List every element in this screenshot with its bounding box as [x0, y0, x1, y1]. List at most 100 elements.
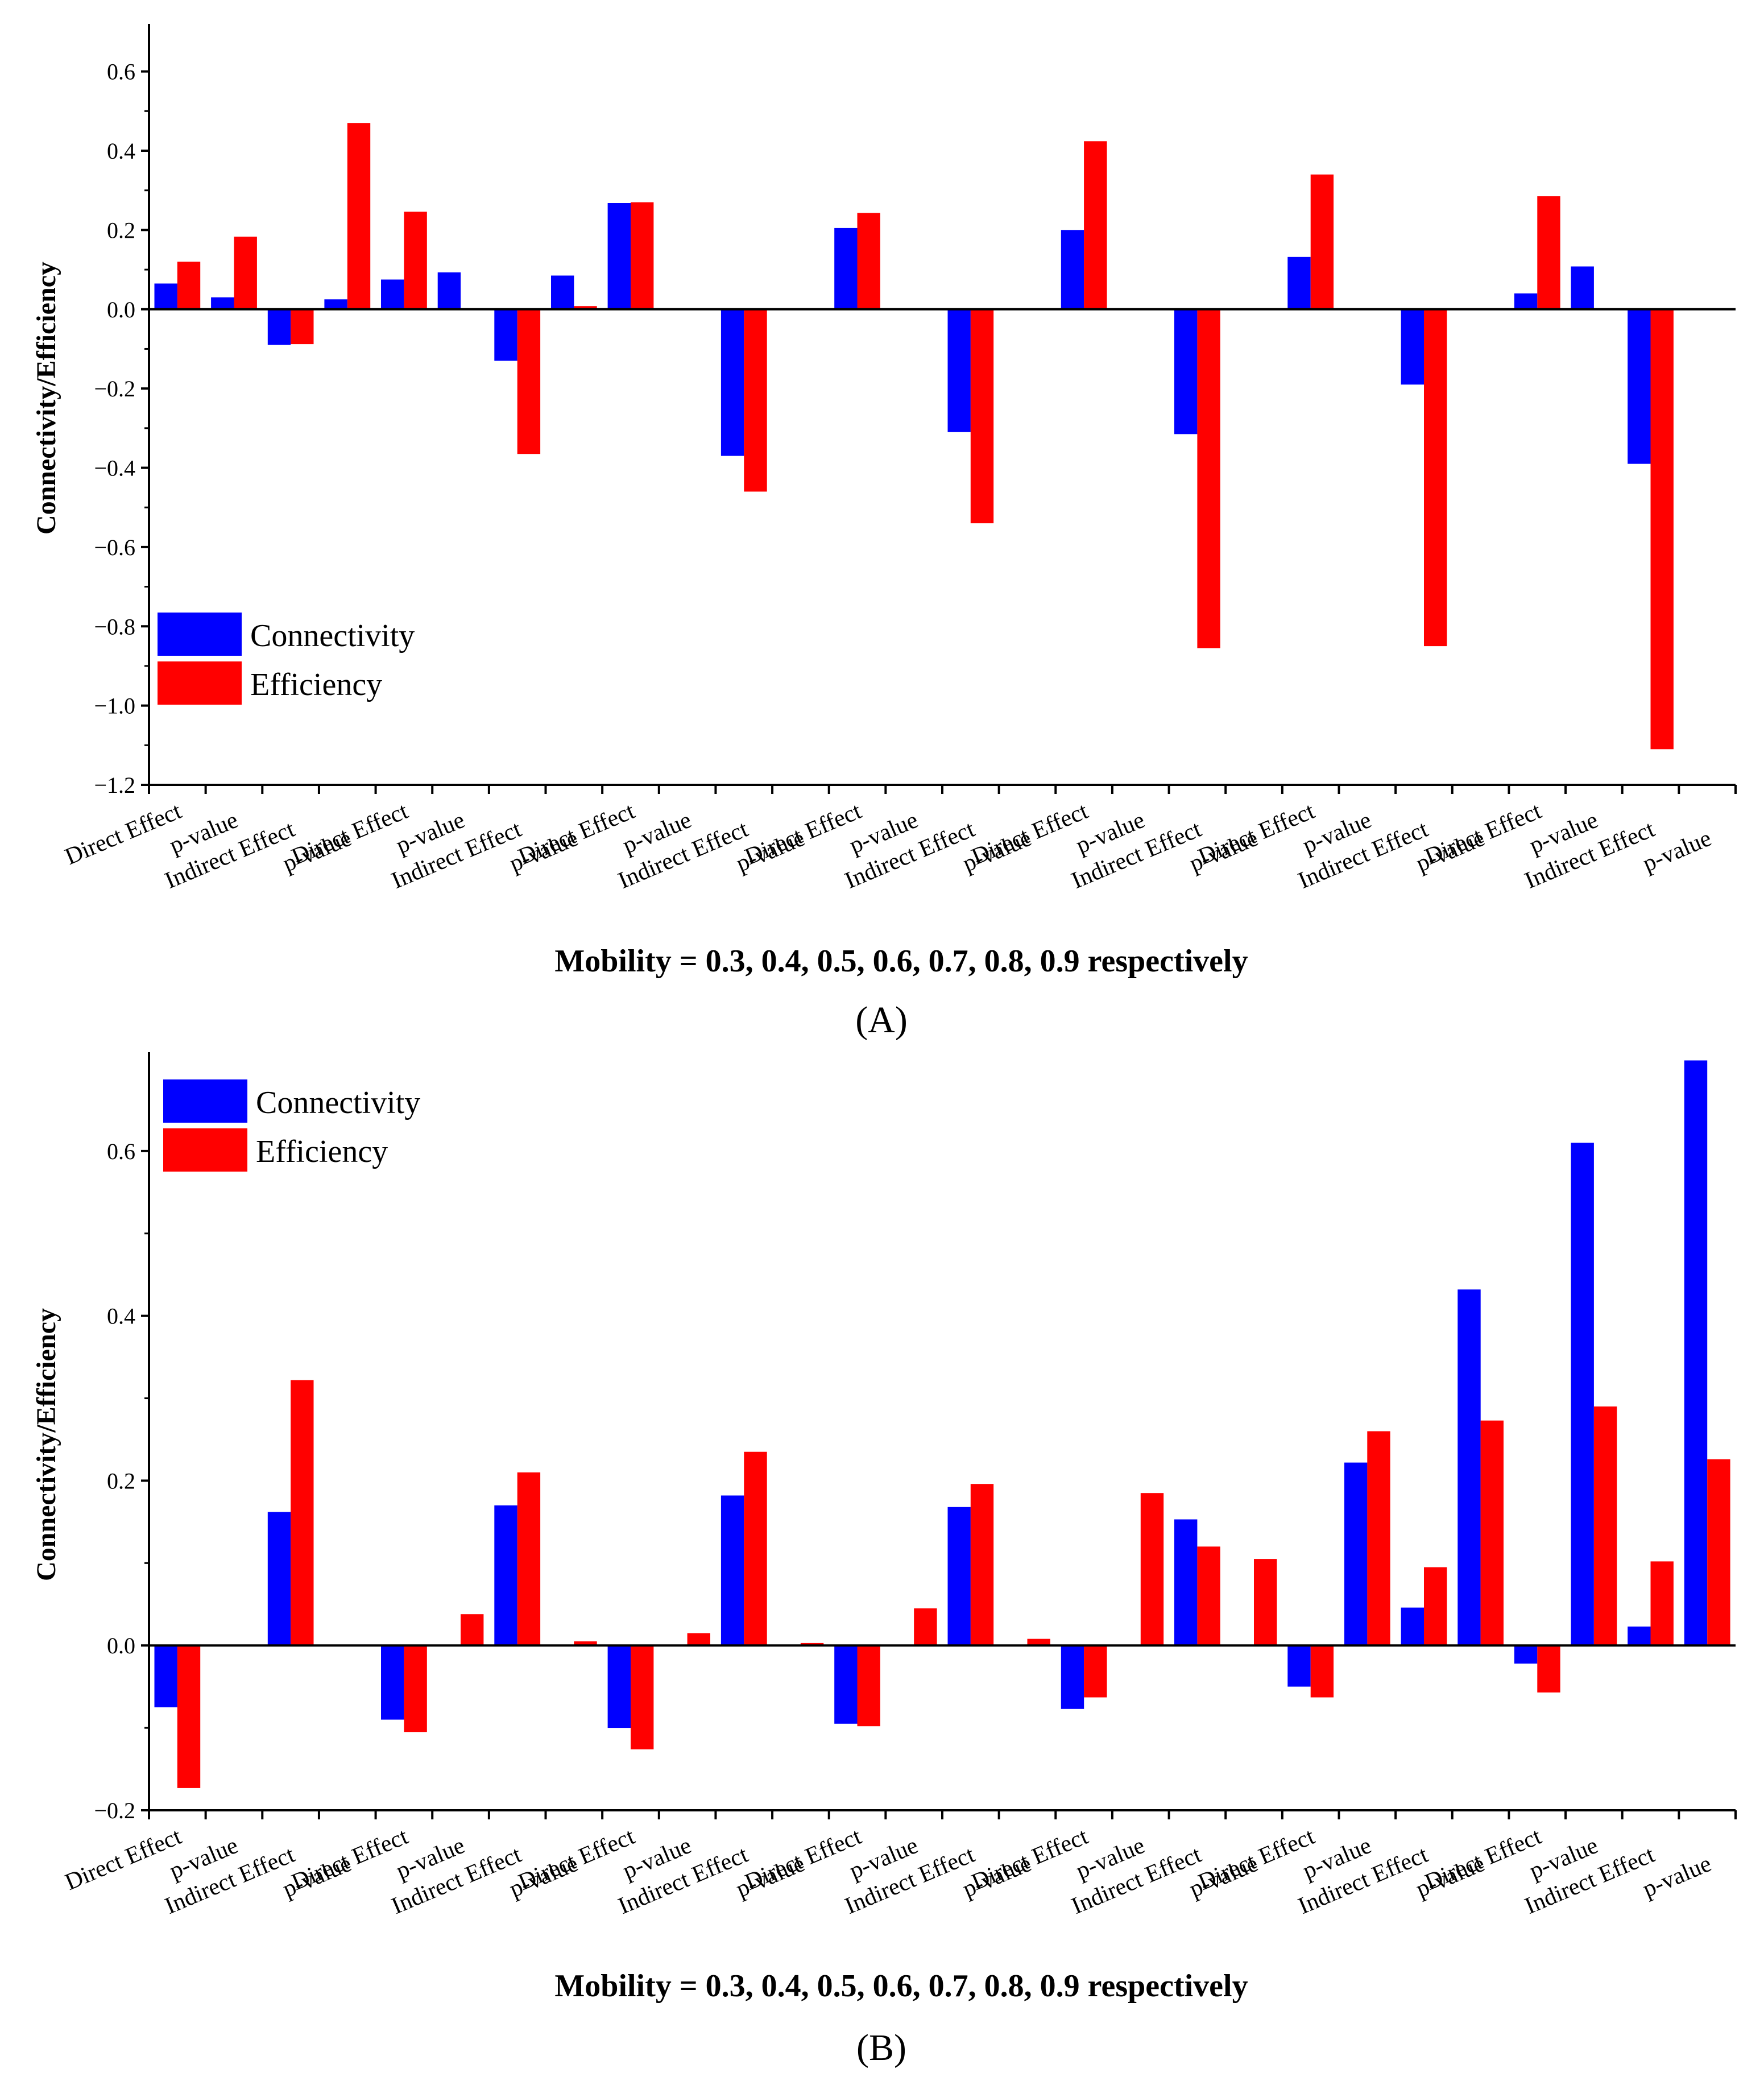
bar-efficiency-10	[744, 309, 767, 492]
y-tick-label: 0.0	[107, 297, 135, 322]
y-tick-label: 0.2	[107, 217, 135, 243]
legend-label-efficiency: Efficiency	[256, 1134, 388, 1169]
bar-connectivity-12	[834, 1645, 858, 1724]
bar-efficiency-0	[177, 262, 201, 309]
panel-a-bars	[154, 123, 1674, 750]
bar-connectivity-0	[154, 283, 177, 309]
bar-efficiency-12	[857, 1645, 880, 1727]
bar-efficiency-18	[1197, 309, 1220, 648]
bar-efficiency-7	[574, 306, 597, 309]
bar-connectivity-22	[1401, 1607, 1424, 1646]
bar-connectivity-14	[947, 1507, 971, 1646]
bar-efficiency-6	[517, 1472, 541, 1646]
y-tick-label: −0.4	[94, 456, 135, 481]
bar-connectivity-10	[720, 1495, 744, 1646]
bar-connectivity-3	[324, 299, 347, 309]
legend-label-connectivity: Connectivity	[256, 1085, 420, 1120]
legend-swatch-efficiency	[163, 1128, 247, 1172]
bar-connectivity-25	[1571, 266, 1594, 309]
bar-efficiency-4	[404, 1645, 427, 1732]
panel-b-x-axis-label: Mobility = 0.3, 0.4, 0.5, 0.6, 0.7, 0.8,…	[554, 1968, 1248, 2004]
panel-a-y-axis-label: Connectivity/Efficiency	[31, 262, 61, 535]
bar-connectivity-0	[154, 1645, 177, 1707]
bar-efficiency-22	[1424, 309, 1447, 647]
bar-efficiency-0	[177, 1645, 201, 1788]
bar-efficiency-15	[1027, 1639, 1050, 1646]
bar-connectivity-25	[1571, 1143, 1594, 1646]
y-tick-label: −0.2	[94, 376, 135, 402]
bar-efficiency-8	[631, 1645, 654, 1749]
bar-efficiency-6	[517, 309, 541, 454]
bar-efficiency-5	[461, 1614, 484, 1646]
bar-efficiency-13	[914, 1608, 937, 1646]
bar-connectivity-12	[834, 227, 858, 309]
bar-connectivity-6	[494, 309, 517, 361]
bar-efficiency-20	[1310, 1645, 1334, 1698]
bar-efficiency-19	[1254, 1559, 1277, 1646]
legend-label-efficiency: Efficiency	[250, 667, 382, 702]
y-tick-label: 0.6	[107, 59, 135, 85]
panel-a-x-axis-label: Mobility = 0.3, 0.4, 0.5, 0.6, 0.7, 0.8,…	[554, 944, 1248, 979]
y-tick-label: 0.2	[107, 1468, 135, 1493]
bar-efficiency-23	[1480, 1420, 1504, 1646]
bar-efficiency-12	[857, 213, 880, 309]
bar-connectivity-2	[267, 1512, 291, 1646]
panel-a-legend: Connectivity Efficiency	[158, 613, 415, 705]
legend-swatch-connectivity	[163, 1079, 247, 1123]
bar-connectivity-16	[1061, 1645, 1084, 1709]
bar-connectivity-8	[607, 203, 631, 309]
bar-connectivity-22	[1401, 309, 1424, 385]
bar-efficiency-9	[687, 1633, 710, 1646]
bar-efficiency-14	[970, 1484, 994, 1646]
y-tick-label: −0.8	[94, 614, 135, 639]
legend-swatch-connectivity	[158, 613, 242, 656]
bar-efficiency-16	[1084, 1645, 1107, 1698]
legend-swatch-efficiency	[158, 661, 242, 705]
bar-connectivity-26	[1628, 309, 1651, 464]
bar-efficiency-4	[404, 212, 427, 309]
bar-efficiency-10	[744, 1451, 767, 1646]
bar-efficiency-25	[1593, 1406, 1617, 1646]
panel-b-label: (B)	[856, 2027, 906, 2068]
bar-efficiency-18	[1197, 1546, 1220, 1646]
y-tick-label: −1.0	[94, 693, 135, 719]
bar-connectivity-6	[494, 1505, 517, 1646]
bar-efficiency-26	[1650, 309, 1674, 750]
bar-connectivity-21	[1344, 1462, 1368, 1646]
bar-efficiency-7	[574, 1641, 597, 1646]
bar-connectivity-20	[1287, 256, 1311, 309]
bar-connectivity-10	[720, 309, 744, 456]
bar-connectivity-16	[1061, 230, 1084, 309]
bar-connectivity-27	[1684, 1060, 1708, 1646]
bar-connectivity-24	[1514, 1645, 1538, 1664]
y-tick-label: 0.4	[107, 138, 135, 164]
y-tick-label: 0.6	[107, 1139, 135, 1164]
y-tick-label: −1.2	[94, 772, 135, 798]
bar-connectivity-7	[551, 275, 574, 309]
bar-connectivity-18	[1174, 1519, 1198, 1646]
bar-connectivity-20	[1287, 1645, 1311, 1687]
bar-connectivity-2	[267, 309, 291, 345]
bar-efficiency-14	[970, 309, 994, 524]
bar-connectivity-24	[1514, 293, 1538, 309]
bar-connectivity-26	[1628, 1626, 1651, 1646]
bar-efficiency-1	[234, 237, 257, 309]
bar-efficiency-24	[1537, 196, 1560, 309]
bar-efficiency-2	[291, 1380, 314, 1646]
panel-b-y-ticks: −0.2 0.0 0.2 0.4 0.6	[94, 1139, 149, 1823]
bar-efficiency-21	[1367, 1431, 1390, 1646]
panel-a-label: (A)	[855, 999, 908, 1041]
bar-efficiency-26	[1650, 1561, 1674, 1646]
bar-connectivity-4	[381, 1645, 404, 1720]
bar-efficiency-27	[1707, 1459, 1730, 1646]
y-tick-label: −0.6	[94, 535, 135, 560]
bar-connectivity-23	[1457, 1289, 1481, 1646]
bar-efficiency-2	[291, 309, 314, 345]
bar-efficiency-24	[1537, 1645, 1560, 1693]
panel-b-bars	[154, 1060, 1730, 1788]
y-tick-label: 0.4	[107, 1304, 135, 1329]
bar-efficiency-20	[1310, 174, 1334, 309]
bar-connectivity-14	[947, 309, 971, 432]
bar-connectivity-4	[381, 279, 404, 309]
